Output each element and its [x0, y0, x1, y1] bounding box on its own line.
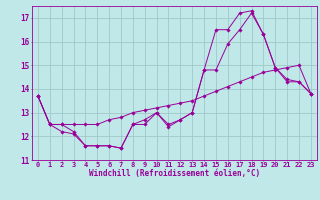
X-axis label: Windchill (Refroidissement éolien,°C): Windchill (Refroidissement éolien,°C): [89, 169, 260, 178]
